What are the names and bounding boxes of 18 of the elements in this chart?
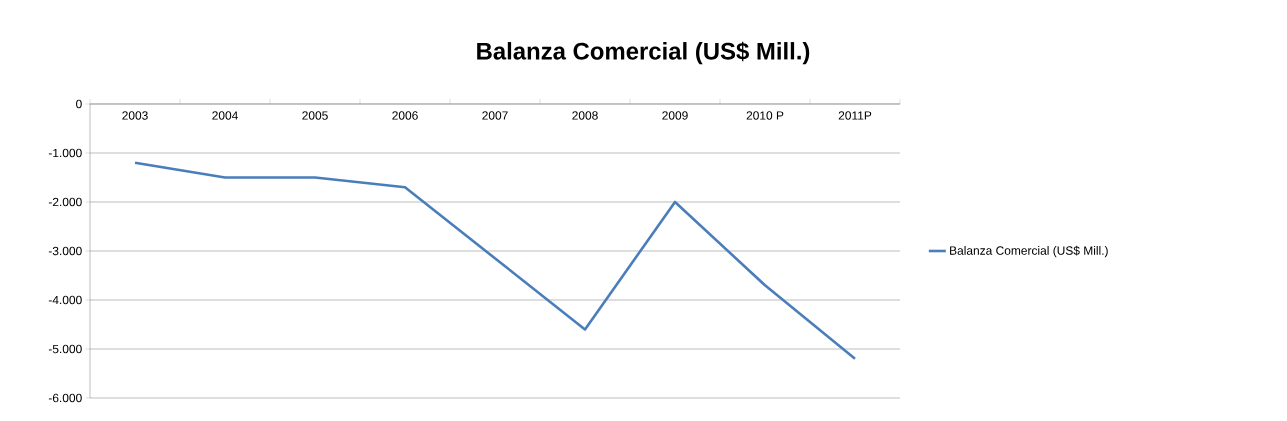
- y-tick-label: -2.000: [48, 197, 82, 207]
- x-tick-label: 2007: [482, 111, 508, 120]
- legend-label: Balanza Comercial (US$ Mill.): [950, 245, 1108, 258]
- x-tick-label: 2006: [392, 111, 418, 120]
- y-tick-label: -3.000: [48, 246, 82, 256]
- x-tick-label: 2003: [122, 111, 148, 120]
- chart-title: Balanza Comercial (US$ Mill.): [477, 41, 810, 65]
- y-tick-label: -4.000: [48, 295, 82, 305]
- x-tick-label: 2009: [662, 111, 688, 120]
- y-tick-label: -5.000: [48, 344, 82, 354]
- y-tick-label: -6.000: [48, 393, 82, 403]
- x-tick-label: 2004: [212, 111, 238, 120]
- x-tick-label: 2008: [572, 111, 598, 120]
- y-tick-label: 0: [76, 99, 82, 109]
- x-tick-label: 2005: [302, 111, 328, 120]
- y-tick-label: -1.000: [48, 148, 82, 158]
- x-tick-label: 2010 P: [746, 111, 784, 120]
- x-tick-label: 2011P: [838, 111, 872, 120]
